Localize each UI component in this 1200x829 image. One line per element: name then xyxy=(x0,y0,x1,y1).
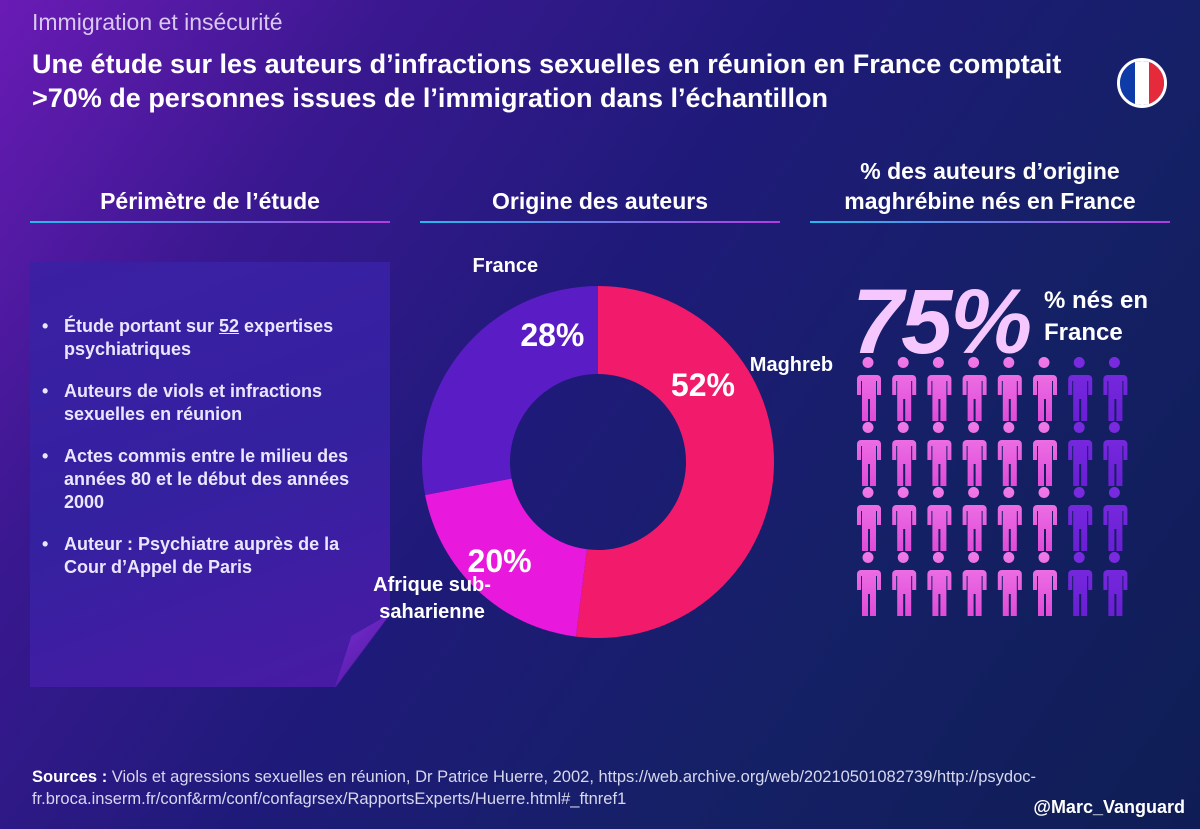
slice-value-label: 20% xyxy=(467,542,532,579)
slice-value-label: 28% xyxy=(520,316,585,353)
person-icon-empty xyxy=(1103,357,1128,421)
perimetre-list: Étude portant sur 52 expertises psychiat… xyxy=(40,315,380,598)
person-icon-empty xyxy=(1103,552,1128,616)
nes-title-line2: maghrébine nés en France xyxy=(844,188,1136,214)
origine-rule xyxy=(420,221,780,223)
slice-category-label: France xyxy=(430,253,580,280)
person-icon-empty xyxy=(1068,552,1093,616)
big-percentage: 75% xyxy=(852,271,1032,373)
person-icon-filled xyxy=(857,422,881,486)
person-icon-empty xyxy=(1068,422,1093,486)
slice-category-label-line: Afrique sub- xyxy=(373,574,491,597)
slice-category-label-line: Maghreb xyxy=(749,353,834,376)
person-icon-filled xyxy=(1033,357,1057,421)
person-icon-filled xyxy=(1033,552,1057,616)
slice-category-label-line: France xyxy=(472,254,539,277)
person-icon-filled xyxy=(962,487,987,551)
item-text: expertises psychiatriques xyxy=(64,316,334,359)
flag-white-stripe xyxy=(1134,61,1150,105)
flag-blue-stripe xyxy=(1120,61,1135,105)
nes-caption-line2: France xyxy=(1044,319,1123,346)
person-icon-filled xyxy=(927,552,952,616)
slice-category-label-line: saharienne xyxy=(379,601,485,624)
study-count: 52 xyxy=(219,316,240,336)
person-icon-filled xyxy=(892,487,917,551)
kicker: Immigration et insécurité xyxy=(32,9,283,35)
person-icon-filled xyxy=(927,422,952,486)
person-icon-filled xyxy=(962,552,987,616)
person-icon-filled xyxy=(997,422,1022,486)
sources-text: Viols et agressions sexuelles en réunion… xyxy=(32,768,1037,808)
person-icon-filled xyxy=(892,422,917,486)
perimetre-rule xyxy=(30,221,390,223)
slice-category-label: Afrique sub-saharienne xyxy=(357,572,507,626)
person-icon-filled xyxy=(927,487,952,551)
page-title: Une étude sur les auteurs d’infractions … xyxy=(32,49,1062,113)
nes-title-line1: % des auteurs d’origine xyxy=(860,158,1120,184)
flag-red-stripe xyxy=(1149,61,1164,105)
nes-title: % des auteurs d’origine maghrébine nés e… xyxy=(805,156,1175,216)
person-icon-filled xyxy=(997,552,1022,616)
person-icon-filled xyxy=(997,487,1022,551)
nes-caption-line1: % nés en xyxy=(1044,287,1149,314)
person-icon-empty xyxy=(1103,422,1128,486)
person-icon-filled xyxy=(857,552,881,616)
person-icon-filled xyxy=(1033,487,1057,551)
donut-slice-maghreb xyxy=(575,286,774,638)
france-flag-icon xyxy=(1117,58,1167,108)
slice-category-label: Maghreb xyxy=(716,352,866,379)
list-item: Actes commis entre le milieu des années … xyxy=(40,445,380,514)
person-icon-filled xyxy=(857,487,881,551)
person-icon-empty xyxy=(1068,487,1093,551)
person-icon-filled xyxy=(962,422,987,486)
origine-title: Origine des auteurs xyxy=(491,188,708,214)
person-icon-filled xyxy=(892,552,917,616)
nes-rule xyxy=(810,221,1170,223)
author-handle: @Marc_Vanguard xyxy=(1033,797,1185,817)
person-icon-empty xyxy=(1068,357,1093,421)
list-item: Étude portant sur 52 expertises psychiat… xyxy=(40,315,380,361)
person-icon-empty xyxy=(1103,487,1128,551)
sources-label: Sources : xyxy=(32,768,108,786)
person-icon-filled xyxy=(1033,422,1057,486)
nes-caption: % nés en France xyxy=(1044,285,1148,349)
perimetre-title: Périmètre de l’étude xyxy=(100,188,320,214)
list-item: Auteurs de viols et infractions sexuelle… xyxy=(40,380,380,426)
item-text: Étude portant sur xyxy=(64,316,220,336)
list-item: Auteur : Psychiatre auprès de la Cour d’… xyxy=(40,533,380,579)
sources: Sources : Viols et agressions sexuelles … xyxy=(32,766,1182,810)
slice-value-label: 52% xyxy=(670,367,735,404)
